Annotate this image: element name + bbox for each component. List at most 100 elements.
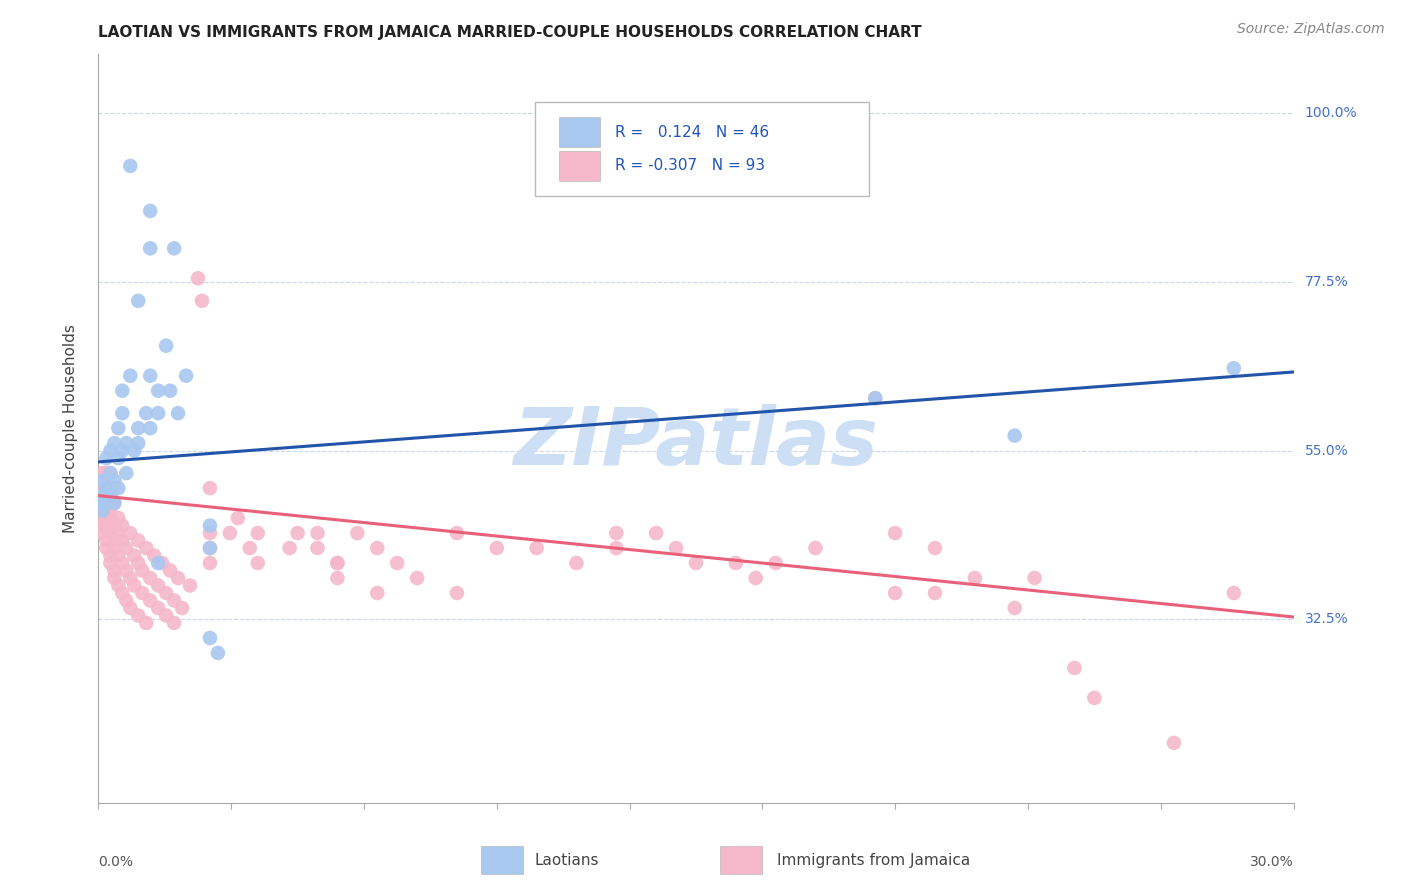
Point — [91, 466, 114, 480]
FancyBboxPatch shape — [534, 103, 869, 196]
Point — [103, 571, 125, 585]
Point — [127, 556, 149, 570]
Point — [98, 466, 122, 480]
Text: 30.0%: 30.0% — [1250, 855, 1294, 869]
Point — [326, 556, 349, 570]
Point — [278, 541, 301, 555]
Point — [605, 526, 627, 541]
Point — [645, 526, 668, 541]
Point — [103, 564, 125, 578]
Point — [139, 241, 162, 255]
Point — [665, 541, 688, 555]
Point — [107, 421, 129, 435]
Point — [526, 541, 548, 555]
Point — [127, 421, 149, 435]
Point — [307, 541, 329, 555]
Point — [139, 593, 162, 607]
Point — [346, 526, 368, 541]
Point — [139, 421, 162, 435]
Point — [1004, 428, 1026, 442]
Point — [219, 526, 242, 541]
Point — [107, 481, 129, 495]
Point — [127, 436, 149, 450]
Point — [605, 541, 627, 555]
Point — [1223, 586, 1246, 600]
Point — [485, 541, 508, 555]
Point — [865, 391, 887, 405]
Bar — [558, 151, 600, 181]
Point — [446, 586, 468, 600]
Point — [174, 368, 197, 383]
Point — [111, 533, 134, 548]
Point — [187, 271, 209, 285]
Point — [96, 518, 118, 533]
Point — [198, 541, 221, 555]
Point — [1223, 361, 1246, 376]
Point — [1163, 736, 1185, 750]
Point — [124, 578, 146, 592]
Point — [115, 436, 138, 450]
Point — [103, 533, 125, 548]
Point — [326, 556, 349, 570]
Point — [155, 586, 177, 600]
Point — [139, 368, 162, 383]
Point — [406, 571, 429, 585]
Point — [98, 489, 122, 503]
Text: Laotians: Laotians — [534, 853, 599, 868]
Point — [91, 496, 114, 510]
Point — [96, 533, 118, 548]
Text: 77.5%: 77.5% — [1305, 275, 1348, 289]
Point — [159, 564, 181, 578]
Point — [96, 451, 118, 466]
Point — [135, 406, 157, 420]
Point — [91, 526, 114, 541]
Point — [98, 466, 122, 480]
Point — [326, 571, 349, 585]
Text: R =   0.124   N = 46: R = 0.124 N = 46 — [614, 125, 769, 140]
Point — [98, 511, 122, 525]
Point — [115, 593, 138, 607]
Point — [127, 608, 149, 623]
Point — [307, 526, 329, 541]
Point — [148, 601, 170, 615]
Point — [198, 631, 221, 645]
Text: R = -0.307   N = 93: R = -0.307 N = 93 — [614, 159, 765, 173]
Point — [143, 549, 166, 563]
Point — [111, 586, 134, 600]
Point — [120, 601, 142, 615]
Text: 100.0%: 100.0% — [1305, 106, 1357, 120]
Point — [120, 526, 142, 541]
Point — [111, 443, 134, 458]
Text: Source: ZipAtlas.com: Source: ZipAtlas.com — [1237, 22, 1385, 37]
Point — [246, 526, 269, 541]
Point — [115, 541, 138, 555]
Point — [96, 481, 118, 495]
Point — [111, 556, 134, 570]
Point — [91, 518, 114, 533]
Point — [111, 518, 134, 533]
Text: 0.0%: 0.0% — [98, 855, 134, 869]
Point — [246, 556, 269, 570]
Point — [226, 511, 249, 525]
Point — [155, 608, 177, 623]
Point — [865, 391, 887, 405]
Bar — [720, 846, 762, 874]
Point — [139, 571, 162, 585]
Point — [115, 466, 138, 480]
Point — [91, 496, 114, 510]
Point — [98, 503, 122, 517]
Point — [198, 526, 221, 541]
Point — [1004, 601, 1026, 615]
Point — [124, 549, 146, 563]
Point — [724, 556, 747, 570]
Point — [167, 571, 190, 585]
Text: 32.5%: 32.5% — [1305, 612, 1348, 626]
Point — [1063, 661, 1085, 675]
Point — [120, 571, 142, 585]
Bar — [481, 846, 523, 874]
Point — [91, 481, 114, 495]
Point — [924, 541, 946, 555]
Point — [124, 443, 146, 458]
Point — [131, 586, 153, 600]
Point — [804, 541, 827, 555]
